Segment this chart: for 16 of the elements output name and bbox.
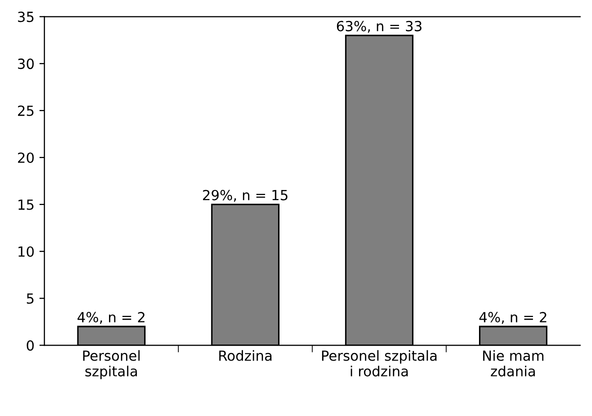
y-tick-label: 35 [18, 12, 34, 22]
data-label: 29%, n = 15 [203, 190, 288, 202]
y-tick-label: 0 [26, 340, 34, 351]
x-tick-label: Personel szpitala i rodzina [322, 350, 436, 376]
data-label: 4%, n = 2 [479, 312, 546, 324]
y-tick-label: 30 [18, 58, 34, 70]
y-tick-label: 20 [18, 152, 34, 163]
y-tick-label: 25 [18, 106, 34, 116]
x-tick-label: Rodzina [219, 350, 272, 361]
x-tick-label: Personel szpitala [83, 350, 140, 380]
y-tick-label: 15 [18, 200, 34, 210]
data-label: 63%, n = 33 [336, 20, 422, 33]
x-tick-label: Nie mam zdania [483, 350, 544, 376]
data-label: 4%, n = 2 [78, 312, 144, 324]
y-tick-label: 5 [26, 293, 34, 304]
y-tick-label: 10 [18, 246, 34, 257]
